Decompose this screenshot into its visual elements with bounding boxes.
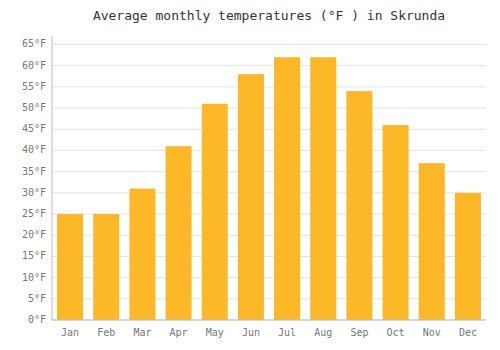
grid-line: [52, 129, 486, 130]
y-tick-label: 25°F: [22, 208, 46, 219]
grid-line: [52, 320, 486, 321]
x-axis: Jan Feb Mar Apr May Jun Jul Aug Sep Oct Nov Dec: [52, 320, 486, 338]
x-axis-line: [52, 320, 486, 321]
bars: [57, 57, 481, 320]
x-tick-label: Oct: [387, 327, 405, 338]
x-tick-label: Aug: [314, 327, 332, 338]
x-tick-label: Sep: [350, 327, 368, 338]
y-tick-label: 45°F: [22, 123, 46, 134]
y-axis-line: [52, 36, 53, 320]
y-tick-label: 50°F: [22, 102, 46, 113]
bar: [274, 57, 300, 320]
y-axis: 0°F 5°F 10°F 15°F 20°F 25°F 30°F 35°F 40°F 45°F 50…: [22, 36, 52, 325]
bar: [129, 189, 155, 320]
y-tick-label: 30°F: [22, 187, 46, 198]
y-tick-label: 0°F: [28, 314, 46, 325]
bar: [346, 91, 372, 320]
y-tick-label: 20°F: [22, 229, 46, 240]
y-tick-label: 65°F: [22, 38, 46, 49]
x-tick-label: Mar: [133, 327, 151, 338]
x-tick-label: Dec: [459, 327, 477, 338]
bar: [419, 163, 445, 320]
grid-line: [52, 108, 486, 109]
x-tick-label: Jan: [61, 327, 79, 338]
grid-line: [52, 86, 486, 87]
y-tick-label: 5°F: [28, 293, 46, 304]
y-tick-label: 55°F: [22, 81, 46, 92]
y-tick-label: 10°F: [22, 272, 46, 283]
y-tick-label: 40°F: [22, 144, 46, 155]
grid-line: [52, 150, 486, 151]
x-tick-label: Apr: [170, 327, 188, 338]
x-tick-label: Feb: [97, 327, 115, 338]
bar: [166, 146, 192, 320]
title: Average monthly temperatures (°F ) in Sk…: [93, 8, 445, 23]
grid: [52, 44, 486, 320]
grid-line: [52, 65, 486, 66]
bar: [383, 125, 409, 320]
x-tick-label: Jun: [242, 327, 260, 338]
x-tick-label: May: [206, 327, 224, 338]
bar: [238, 74, 264, 320]
y-tick-label: 15°F: [22, 250, 46, 261]
bar: [455, 193, 481, 320]
x-tick-label: Nov: [423, 327, 441, 338]
bar: [57, 214, 83, 320]
y-tick-label: 60°F: [22, 60, 46, 71]
chart: Average monthly temperatures (°F ) in Sk…: [0, 0, 500, 350]
bar: [93, 214, 119, 320]
grid-line: [52, 44, 486, 45]
bar: [202, 104, 228, 320]
y-tick-label: 35°F: [22, 166, 46, 177]
page: {"chart_data": {"type": "bar", "title": …: [0, 0, 500, 350]
x-tick-label: Jul: [278, 327, 296, 338]
bar: [310, 57, 336, 320]
